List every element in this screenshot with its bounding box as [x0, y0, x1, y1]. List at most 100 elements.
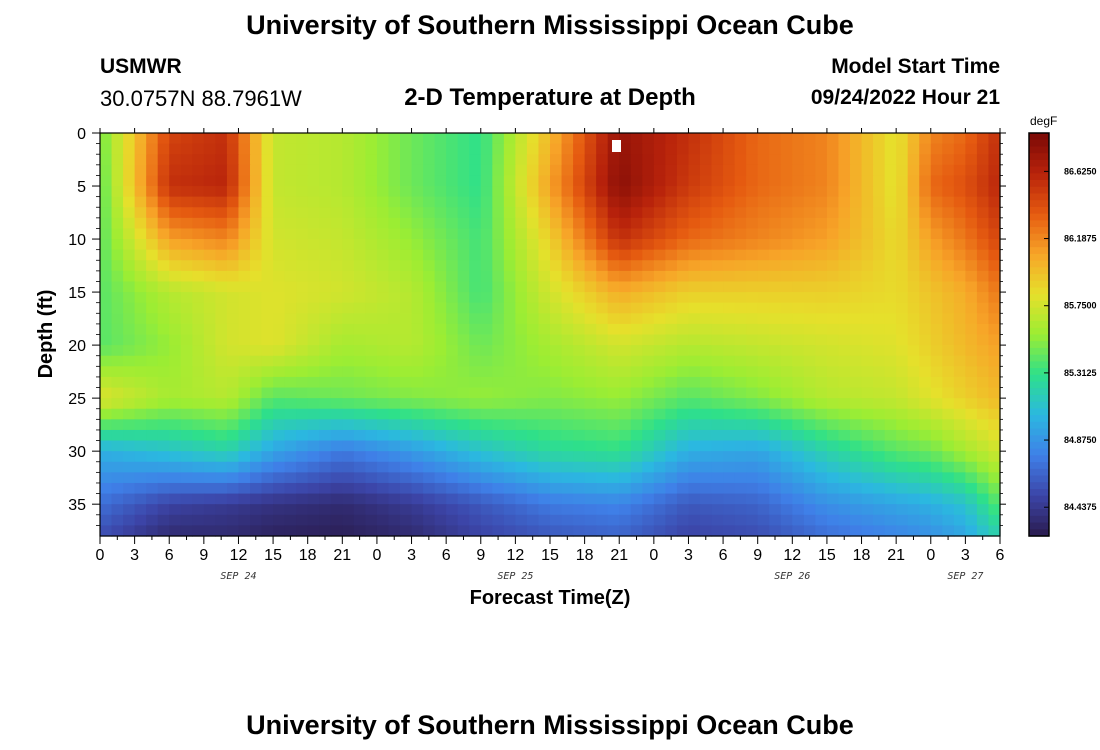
- heatmap-cell: [423, 270, 436, 283]
- heatmap-cell: [446, 302, 459, 314]
- heatmap-cell: [134, 334, 147, 346]
- heatmap-cell: [930, 249, 943, 261]
- heatmap-cell: [526, 345, 540, 357]
- heatmap-cell: [907, 186, 920, 198]
- heatmap-cell: [596, 302, 609, 314]
- heatmap-cell: [319, 482, 332, 495]
- heatmap-cell: [400, 504, 413, 516]
- heatmap-cell: [365, 302, 378, 314]
- heatmap-cell: [388, 313, 401, 325]
- heatmap-cell: [192, 292, 205, 304]
- heatmap-cell: [353, 387, 366, 399]
- heatmap-cell: [561, 345, 574, 357]
- heatmap-cell: [907, 429, 920, 442]
- heatmap-cell: [803, 323, 816, 336]
- heatmap-cell: [446, 260, 459, 272]
- heatmap-cell: [630, 504, 643, 516]
- heatmap-cell: [688, 154, 701, 166]
- heatmap-cell: [284, 493, 297, 505]
- heatmap-cell: [757, 440, 770, 452]
- heatmap-cell: [146, 504, 159, 516]
- heatmap-cell: [319, 249, 332, 261]
- heatmap-cell: [861, 525, 874, 537]
- heatmap-cell: [919, 472, 932, 484]
- heatmap-cell: [826, 504, 840, 516]
- heatmap-cell: [826, 164, 840, 177]
- heatmap-cell: [907, 355, 920, 367]
- heatmap-cell: [353, 429, 366, 442]
- heatmap-cell: [515, 387, 528, 399]
- heatmap-cell: [215, 493, 228, 505]
- heatmap-cell: [550, 376, 563, 389]
- heatmap-cell: [665, 281, 678, 293]
- heatmap-cell: [307, 292, 320, 304]
- heatmap-cell: [411, 493, 424, 505]
- heatmap-cell: [146, 398, 159, 410]
- heatmap-cell: [538, 440, 551, 452]
- heatmap-cell: [123, 260, 136, 272]
- heatmap-cell: [711, 239, 724, 251]
- heatmap-cell: [411, 292, 424, 304]
- heatmap-cell: [261, 376, 274, 389]
- heatmap-cell: [884, 355, 897, 367]
- heatmap-cell: [100, 143, 113, 155]
- heatmap-cell: [930, 196, 943, 208]
- heatmap-cell: [930, 366, 943, 378]
- heatmap-cell: [988, 323, 1001, 336]
- heatmap-cell: [642, 429, 655, 442]
- heatmap-cell: [457, 228, 470, 240]
- heatmap-cell: [423, 429, 436, 442]
- heatmap-cell: [976, 408, 990, 420]
- heatmap-cell: [250, 175, 263, 187]
- heatmap-cell: [492, 334, 505, 346]
- heatmap-cell: [746, 345, 759, 357]
- heatmap-cell: [434, 398, 447, 410]
- heatmap-cell: [596, 408, 609, 420]
- heatmap-cell: [169, 164, 182, 177]
- heatmap-cell: [676, 143, 690, 155]
- heatmap-cell: [376, 429, 390, 442]
- heatmap-cell: [734, 387, 747, 399]
- heatmap-cell: [388, 249, 401, 261]
- heatmap-cell: [861, 461, 874, 473]
- heatmap-cell: [815, 249, 828, 261]
- heatmap-cell: [653, 143, 666, 155]
- heatmap-cell: [261, 186, 274, 198]
- heatmap-cell: [296, 292, 309, 304]
- heatmap-cell: [365, 345, 378, 357]
- heatmap-cell: [169, 525, 182, 537]
- heatmap-cell: [342, 493, 355, 505]
- heatmap-cell: [480, 175, 493, 187]
- heatmap-cell: [457, 249, 470, 261]
- heatmap-cell: [757, 302, 770, 314]
- heatmap-cell: [134, 313, 147, 325]
- heatmap-cell: [965, 504, 978, 516]
- heatmap-cell: [861, 345, 874, 357]
- heatmap-cell: [365, 525, 378, 537]
- heatmap-cell: [919, 175, 932, 187]
- heatmap-cell: [319, 408, 332, 420]
- heatmap-cell: [457, 239, 470, 251]
- heatmap-cell: [803, 133, 816, 145]
- heatmap-cell: [619, 143, 632, 155]
- heatmap-cell: [723, 302, 736, 314]
- heatmap-cell: [792, 239, 805, 251]
- heatmap-cell: [873, 376, 886, 389]
- heatmap-cell: [273, 313, 286, 325]
- heatmap-cell: [238, 429, 251, 442]
- heatmap-cell: [711, 408, 724, 420]
- heatmap-cell: [873, 387, 886, 399]
- heatmap-cell: [423, 292, 436, 304]
- heatmap-cell: [134, 164, 147, 177]
- heatmap-cell: [353, 186, 366, 198]
- heatmap-cell: [423, 525, 436, 537]
- heatmap-cell: [480, 239, 493, 251]
- heatmap-cell: [561, 228, 574, 240]
- heatmap-cell: [596, 292, 609, 304]
- heatmap-cell: [180, 270, 193, 283]
- heatmap-cell: [596, 493, 609, 505]
- heatmap-cell: [792, 323, 805, 336]
- heatmap-cell: [238, 186, 251, 198]
- heatmap-cell: [330, 228, 343, 240]
- heatmap-cell: [492, 472, 505, 484]
